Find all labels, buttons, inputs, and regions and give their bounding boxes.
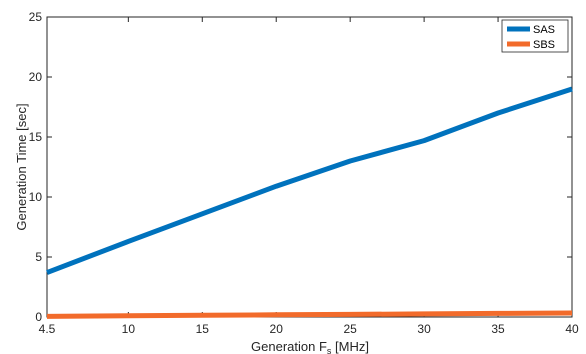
- legend-label-sbs: SBS: [533, 39, 555, 51]
- y-tick-label-0: 0: [35, 310, 42, 324]
- y-axis-ticks: 0 5 10 15 20 25: [29, 10, 572, 324]
- x-tick-label-2: 15: [196, 322, 210, 336]
- x-tick-label-6: 35: [491, 322, 505, 336]
- y-axis-title: Generation Time [sec]: [14, 103, 29, 230]
- series-lines: [46, 86, 573, 319]
- x-tick-label-7: 40: [565, 322, 579, 336]
- x-tick-label-3: 20: [270, 322, 284, 336]
- series-line-sas: [46, 86, 573, 275]
- x-axis-title: Generation Fs [MHz]: [251, 339, 369, 354]
- y-tick-label-1: 5: [35, 250, 42, 264]
- x-axis-title-main: Generation F: [251, 339, 327, 354]
- legend-label-sas: SAS: [533, 24, 555, 36]
- plot-area: [46, 16, 573, 318]
- y-tick-label-4: 20: [29, 70, 43, 84]
- x-axis-ticks: 4.5 10 15 20 25 30 35 40: [39, 17, 579, 336]
- legend: SAS SBS: [501, 19, 569, 53]
- series-line-sbs: [46, 310, 573, 319]
- y-tick-label-2: 10: [29, 190, 43, 204]
- x-axis-title-unit: [MHz]: [331, 339, 369, 354]
- x-tick-label-0: 4.5: [39, 322, 56, 336]
- x-tick-label-1: 10: [122, 322, 136, 336]
- legend-box: [501, 19, 569, 53]
- x-tick-label-5: 30: [417, 322, 431, 336]
- x-axis-title-subscript: s: [327, 346, 332, 354]
- x-tick-label-4: 25: [343, 322, 357, 336]
- y-tick-label-3: 15: [29, 130, 43, 144]
- y-tick-label-5: 25: [29, 10, 43, 24]
